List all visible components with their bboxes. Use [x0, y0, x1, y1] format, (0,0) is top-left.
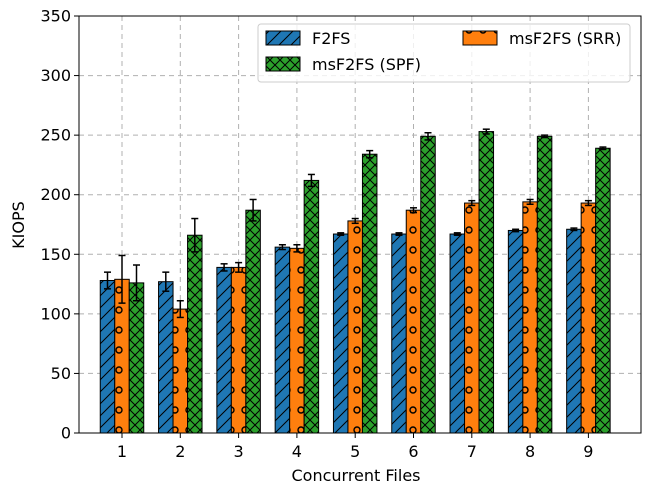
bar-pattern	[128, 282, 145, 434]
bar-pattern	[245, 209, 261, 434]
x-tick-label: 3	[234, 442, 244, 461]
plot-frame	[78, 15, 642, 434]
bar-pattern	[332, 233, 349, 434]
bar-pattern	[464, 202, 480, 434]
bar-pattern	[347, 220, 363, 434]
y-tick-label: 50	[51, 364, 71, 383]
bar-pattern	[172, 308, 189, 434]
x-tick-label: 9	[583, 442, 593, 461]
bar-pattern	[507, 229, 524, 434]
bar-pattern	[580, 202, 597, 434]
x-tick-label: 4	[292, 442, 302, 461]
bar-pattern	[230, 266, 247, 434]
bar-pattern	[478, 131, 495, 434]
bar-pattern	[187, 234, 203, 434]
y-tick-label: 350	[40, 7, 71, 26]
bar-pattern	[361, 153, 378, 434]
bar-pattern	[289, 247, 305, 434]
x-tick-label: 8	[525, 442, 535, 461]
bar-pattern	[595, 147, 611, 434]
legend-label: msF2FS (SRR)	[509, 29, 621, 48]
bar-pattern	[536, 135, 553, 434]
y-tick-label: 250	[40, 126, 71, 145]
x-tick-label: 6	[408, 442, 418, 461]
y-axis-label: KIOPS	[9, 201, 28, 249]
y-axis: 0 50 100 150 200 250 300 350	[40, 7, 79, 443]
legend-swatch-pattern	[265, 56, 301, 72]
bar-pattern	[303, 179, 320, 434]
bar-pattern	[522, 201, 538, 434]
y-tick-label: 300	[40, 66, 71, 85]
bar-pattern	[274, 246, 291, 434]
x-axis: 1 2 3 4 5 6 7 8 9	[117, 433, 593, 461]
error-bars	[104, 128, 607, 319]
x-tick-label: 2	[175, 442, 185, 461]
bars	[99, 131, 611, 434]
bar-pattern	[449, 233, 466, 434]
bar-pattern	[99, 279, 116, 434]
x-axis-label: Concurrent Files	[291, 466, 420, 485]
y-tick-label: 0	[61, 424, 71, 443]
y-tick-label: 200	[40, 185, 71, 204]
legend-frame	[257, 23, 631, 83]
bar-pattern	[216, 266, 232, 434]
legend-swatch-pattern	[265, 30, 301, 46]
legend-label: F2FS	[312, 29, 350, 48]
y-tick-label: 100	[40, 304, 71, 323]
legend: F2FS msF2FS (SRR) msF2FS (SPF)	[257, 23, 631, 83]
bar-pattern	[391, 233, 407, 434]
bar-pattern	[405, 209, 422, 434]
y-tick-label: 150	[40, 245, 71, 264]
x-tick-label: 5	[350, 442, 360, 461]
legend-swatch-pattern	[462, 30, 498, 46]
x-tick-label: 7	[467, 442, 477, 461]
legend-label: msF2FS (SPF)	[312, 55, 421, 74]
bar-pattern	[420, 135, 436, 434]
bar-pattern	[566, 228, 582, 434]
bar-pattern	[158, 281, 174, 434]
x-tick-label: 1	[117, 442, 127, 461]
